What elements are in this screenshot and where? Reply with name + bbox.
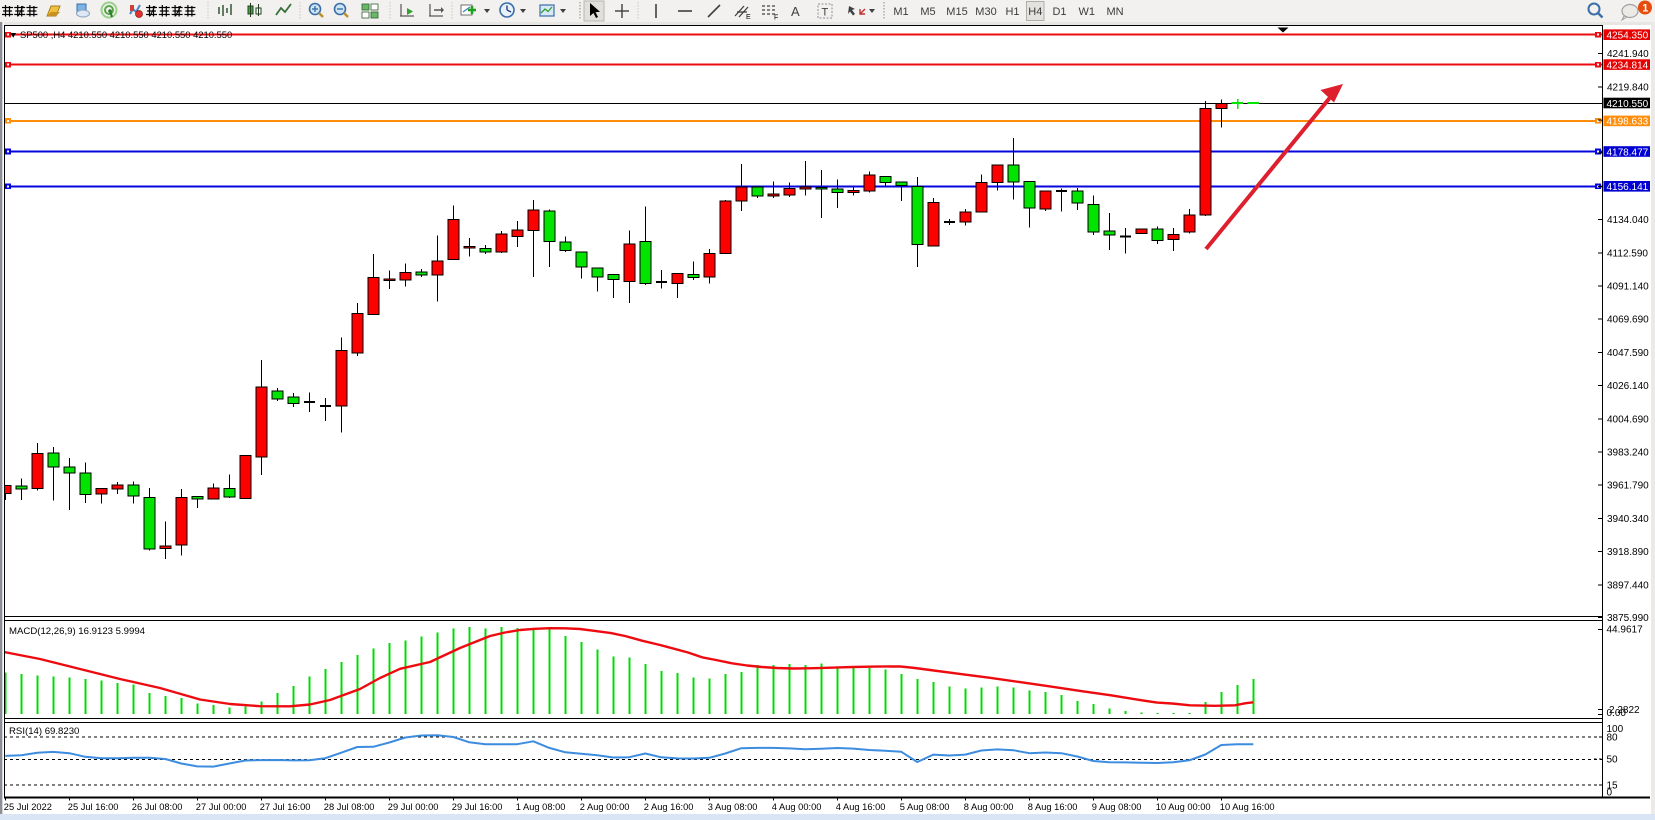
svg-text:4241.940: 4241.940	[1607, 49, 1649, 60]
svg-text:4026.140: 4026.140	[1607, 381, 1649, 392]
svg-text:28 Jul 08:00: 28 Jul 08:00	[324, 802, 375, 812]
svg-text:F: F	[774, 15, 778, 22]
svg-text:M30: M30	[975, 6, 996, 18]
svg-text:MN: MN	[1106, 6, 1123, 18]
svg-text:4198.633: 4198.633	[1607, 117, 1649, 128]
svg-text:2 Aug 16:00: 2 Aug 16:00	[644, 802, 694, 812]
svg-text:27 Jul 00:00: 27 Jul 00:00	[196, 802, 247, 812]
svg-text:0.00: 0.00	[1607, 708, 1627, 719]
svg-text:A: A	[791, 4, 800, 19]
svg-text:4178.477: 4178.477	[1607, 147, 1649, 158]
svg-text:3918.890: 3918.890	[1607, 547, 1649, 558]
svg-text:2.2822: 2.2822	[1609, 705, 1640, 716]
svg-text:3 Aug 08:00: 3 Aug 08:00	[708, 802, 758, 812]
svg-text:H1: H1	[1005, 6, 1019, 18]
svg-text:4 Aug 16:00: 4 Aug 16:00	[836, 802, 886, 812]
svg-text:80: 80	[1607, 732, 1619, 743]
svg-text:M15: M15	[946, 6, 967, 18]
svg-text:4156.141: 4156.141	[1607, 182, 1649, 193]
svg-text:M5: M5	[920, 6, 935, 18]
svg-text:T: T	[822, 7, 829, 19]
svg-text:50: 50	[1607, 755, 1619, 766]
svg-text:25 Jul 2022: 25 Jul 2022	[4, 802, 52, 812]
svg-text:4 Aug 00:00: 4 Aug 00:00	[772, 802, 822, 812]
svg-text:MACD(12,26,9) 16.9123 5.9994: MACD(12,26,9) 16.9123 5.9994	[9, 626, 146, 637]
svg-text:2 Aug 00:00: 2 Aug 00:00	[580, 802, 630, 812]
svg-text:3961.790: 3961.790	[1607, 481, 1649, 492]
svg-text:4004.690: 4004.690	[1607, 414, 1649, 425]
svg-text:1 Aug 08:00: 1 Aug 08:00	[516, 802, 566, 812]
svg-text:4219.840: 4219.840	[1607, 82, 1649, 93]
svg-text:44.9617: 44.9617	[1607, 625, 1644, 636]
svg-text:0: 0	[1607, 788, 1613, 799]
svg-text:M1: M1	[893, 6, 908, 18]
svg-text:10 Aug 16:00: 10 Aug 16:00	[1220, 802, 1275, 812]
svg-text:29 Jul 16:00: 29 Jul 16:00	[452, 802, 503, 812]
svg-text:3875.990: 3875.990	[1607, 613, 1649, 624]
svg-text:100: 100	[1607, 724, 1624, 735]
svg-text:SP500 ,H4 4210.550 4210.550 4: SP500 ,H4 4210.550 4210.550 4210.550 421…	[20, 29, 232, 40]
svg-text:8 Aug 00:00: 8 Aug 00:00	[964, 802, 1014, 812]
svg-text:25 Jul 16:00: 25 Jul 16:00	[68, 802, 119, 812]
svg-text:9 Aug 08:00: 9 Aug 08:00	[1092, 802, 1142, 812]
svg-text:10 Aug 00:00: 10 Aug 00:00	[1156, 802, 1211, 812]
svg-text:8 Aug 16:00: 8 Aug 16:00	[1028, 802, 1078, 812]
svg-text:4234.814: 4234.814	[1607, 60, 1649, 71]
svg-text:4047.590: 4047.590	[1607, 348, 1649, 359]
svg-text:H4: H4	[1028, 6, 1042, 18]
svg-text:27 Jul 16:00: 27 Jul 16:00	[260, 802, 311, 812]
svg-text:1: 1	[1642, 3, 1648, 15]
svg-text:4069.690: 4069.690	[1607, 315, 1649, 326]
svg-text:W1: W1	[1078, 6, 1095, 18]
svg-text:4091.140: 4091.140	[1607, 282, 1649, 293]
svg-text:3940.340: 3940.340	[1607, 514, 1649, 525]
svg-text:RSI(14) 69.8230: RSI(14) 69.8230	[9, 726, 79, 737]
svg-text:29 Jul 00:00: 29 Jul 00:00	[388, 802, 439, 812]
svg-text:E: E	[746, 14, 751, 21]
svg-text:26 Jul 08:00: 26 Jul 08:00	[132, 802, 183, 812]
svg-text:15: 15	[1607, 780, 1619, 791]
svg-text:4210.550: 4210.550	[1607, 99, 1649, 110]
svg-text:3983.240: 3983.240	[1607, 448, 1649, 459]
svg-text:4134.040: 4134.040	[1607, 215, 1649, 226]
svg-text:4112.590: 4112.590	[1607, 248, 1648, 259]
svg-text:3897.440: 3897.440	[1607, 580, 1649, 591]
svg-text:5 Aug 08:00: 5 Aug 08:00	[900, 802, 950, 812]
svg-text:D1: D1	[1052, 6, 1066, 18]
svg-text:4254.350: 4254.350	[1607, 31, 1649, 42]
